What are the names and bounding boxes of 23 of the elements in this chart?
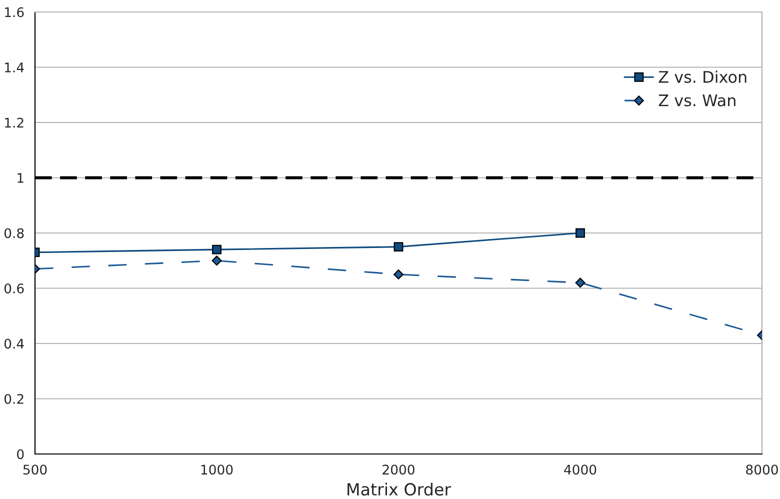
x-axis-title: Matrix Order: [348, 482, 452, 496]
point: [394, 269, 404, 280]
point: [575, 278, 586, 288]
x-tick-label: 8000: [746, 464, 778, 475]
point: [212, 244, 222, 254]
y-tick-label: 0.6: [4, 283, 24, 294]
legend-label: Z vs. Wan: [658, 94, 736, 106]
y-tick-label: 0.2: [4, 394, 24, 404]
y-tick-label: 0.8: [4, 228, 24, 238]
y-tick-label: 1.6: [5, 7, 24, 18]
x-tick-label: 1000: [201, 464, 233, 475]
point: [394, 242, 404, 252]
y-tick-label: 1: [18, 173, 24, 183]
y-tick-label: 0: [17, 449, 24, 460]
x-tick-label: 500: [23, 464, 47, 475]
x-tick-label: 4000: [564, 464, 596, 475]
legend-label: Z vs. Dixon: [658, 70, 746, 83]
point: [576, 228, 585, 238]
point: [212, 256, 222, 266]
x-tick-label: 2000: [382, 464, 414, 475]
y-tick-label: 1.4: [5, 62, 24, 72]
y-tick-label: 0.4: [4, 338, 24, 349]
y-tick-label: 1.2: [5, 118, 24, 128]
